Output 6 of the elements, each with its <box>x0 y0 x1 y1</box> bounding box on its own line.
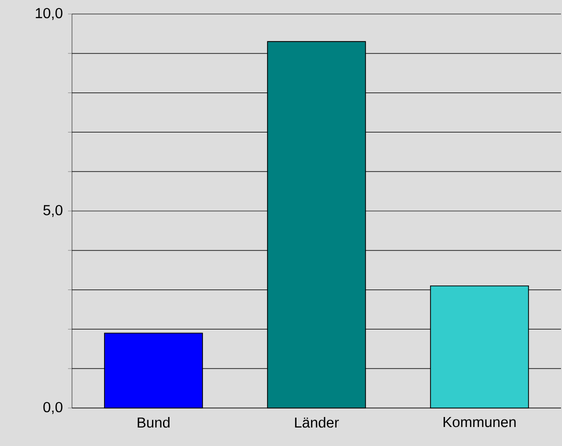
y-tick-label: 0,0 <box>43 402 62 414</box>
x-tick-label: Länder <box>295 417 339 428</box>
y-tick-label: 5,0 <box>43 205 62 217</box>
x-tick-label: Kommunen <box>444 417 516 428</box>
y-tick-label: 10,0 <box>36 8 62 20</box>
x-tick-label: Bund <box>138 417 170 428</box>
